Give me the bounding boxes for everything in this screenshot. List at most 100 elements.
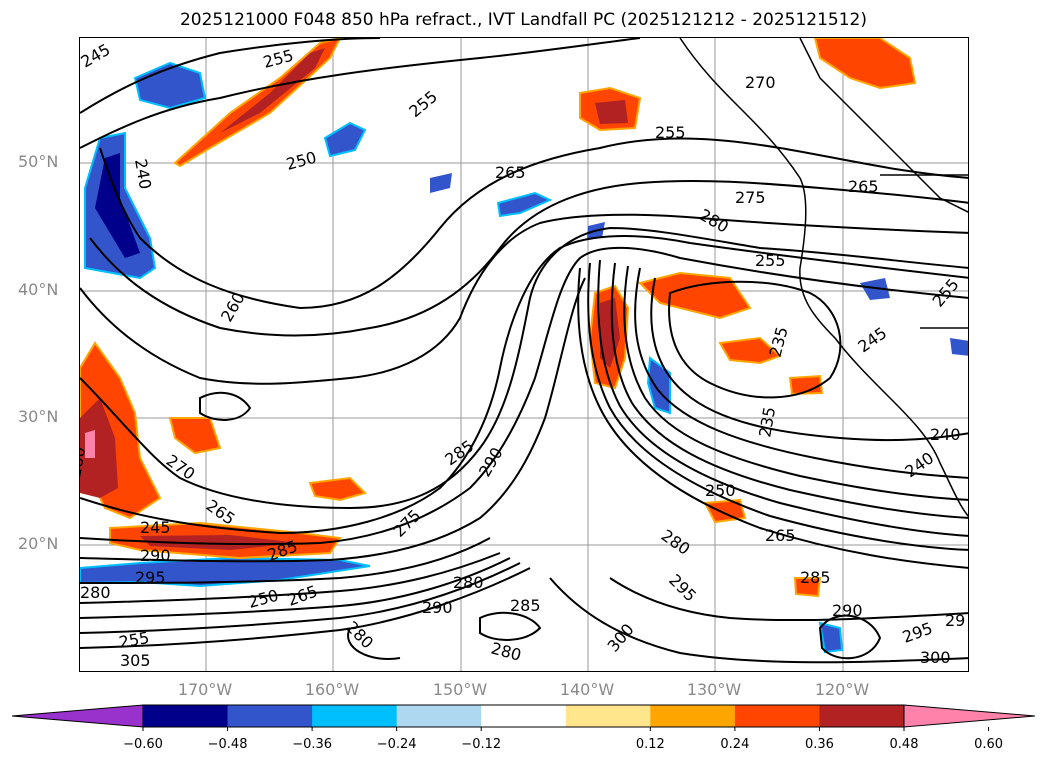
contour-label: 290 bbox=[140, 546, 171, 565]
contour-label: 295 bbox=[900, 618, 935, 646]
positive-patch bbox=[85, 430, 95, 458]
contour-line bbox=[80, 226, 968, 510]
colorbar-bin bbox=[819, 705, 905, 727]
colorbar-extend-max bbox=[903, 704, 1036, 728]
contour-label: 235 bbox=[755, 405, 779, 438]
contour-line bbox=[89, 179, 968, 337]
lon-label-150w: 150°W bbox=[432, 680, 488, 699]
negative-patch bbox=[133, 61, 207, 110]
contour-label: 305 bbox=[120, 651, 151, 670]
contour-label: 255 bbox=[117, 628, 150, 652]
map-canvas: 245 255 250 240 260 265 255 255 270 275 … bbox=[80, 38, 968, 671]
contour-label: 255 bbox=[755, 251, 786, 270]
contour-line bbox=[634, 267, 968, 479]
negative-patch bbox=[430, 173, 452, 193]
colorbar-tick-label: −0.12 bbox=[461, 737, 502, 752]
shaded-anomalies bbox=[80, 38, 968, 654]
contour-line bbox=[597, 259, 968, 537]
positive-patch bbox=[595, 100, 628, 124]
contour-label: 275 bbox=[389, 506, 424, 541]
contour-line bbox=[668, 280, 842, 399]
contour-line bbox=[99, 137, 968, 310]
contour-line bbox=[549, 577, 968, 664]
contour-line bbox=[623, 265, 968, 501]
contour-line bbox=[80, 552, 501, 604]
negative-patch bbox=[818, 621, 844, 654]
lon-label-130w: 130°W bbox=[686, 680, 742, 699]
negative-patch bbox=[950, 338, 968, 356]
contour-label: 290 bbox=[422, 598, 453, 617]
contour-label: 255 bbox=[929, 275, 963, 311]
coastline-path bbox=[799, 38, 968, 213]
colorbar-tick-label: 0.48 bbox=[889, 737, 919, 752]
contour-label: 285 bbox=[441, 436, 477, 469]
colorbar bbox=[11, 704, 1036, 731]
contour-line bbox=[587, 262, 968, 551]
lat-label-30n: 30°N bbox=[18, 407, 59, 426]
contour-label: 280 bbox=[658, 526, 694, 559]
positive-patch bbox=[168, 417, 222, 455]
contour-line bbox=[80, 213, 968, 385]
contour-label: 285 bbox=[800, 568, 831, 587]
contour-label: 250 bbox=[705, 481, 736, 500]
colorbar-bin bbox=[143, 705, 229, 727]
contour-label: 290 bbox=[832, 601, 863, 620]
lon-label-160w: 160°W bbox=[304, 680, 360, 699]
contour-label: 265 bbox=[848, 177, 879, 196]
contour-label: 285 bbox=[510, 596, 541, 615]
contour-label: 280 bbox=[342, 617, 377, 652]
colorbar-tick-label: 0.24 bbox=[720, 737, 750, 752]
negative-patch bbox=[860, 278, 890, 300]
negative-patch bbox=[646, 356, 671, 415]
contour-label: 295 bbox=[665, 570, 700, 605]
contour-line bbox=[347, 627, 401, 660]
colorbar-bin bbox=[396, 705, 482, 727]
contour-line bbox=[80, 235, 968, 535]
contour-label: 245 bbox=[80, 40, 113, 72]
contour-line bbox=[609, 577, 968, 622]
contour-line bbox=[80, 557, 511, 619]
colorbar-tick-label: −0.36 bbox=[292, 737, 333, 752]
contour-line bbox=[80, 277, 586, 563]
contour-label: 270 bbox=[163, 451, 199, 484]
contour-line bbox=[199, 391, 252, 421]
contour-line bbox=[80, 38, 641, 149]
contour-label: 265 bbox=[765, 526, 796, 545]
lat-label-20n: 20°N bbox=[18, 534, 59, 553]
contour-label: 240 bbox=[901, 448, 937, 481]
positive-patch bbox=[788, 374, 824, 396]
positive-patch bbox=[308, 476, 367, 502]
negative-patch bbox=[323, 121, 367, 158]
contour-label: 270 bbox=[745, 73, 776, 92]
contour-label: 295 bbox=[135, 568, 166, 587]
positive-patch bbox=[793, 577, 822, 598]
lon-label-140w: 140°W bbox=[559, 680, 615, 699]
colorbar-bin bbox=[481, 705, 567, 727]
contour-line bbox=[610, 262, 968, 519]
positive-patch bbox=[220, 48, 325, 133]
contour-line bbox=[80, 567, 531, 649]
contour-line bbox=[577, 267, 968, 569]
negative-patch bbox=[496, 191, 553, 218]
contour-line bbox=[80, 246, 968, 546]
contour-label: 250 bbox=[284, 148, 318, 174]
colorbar-bin bbox=[312, 705, 398, 727]
contour-label: 255 bbox=[405, 87, 441, 121]
contour-label: 245 bbox=[854, 323, 890, 356]
positive-patch bbox=[703, 498, 747, 524]
colorbar-extend-min bbox=[11, 704, 144, 728]
contour-label: 265 bbox=[285, 581, 320, 609]
positive-patch bbox=[718, 336, 782, 365]
lon-label-170w: 170°W bbox=[177, 680, 233, 699]
positive-patch bbox=[80, 398, 118, 498]
contour-label: 280 bbox=[80, 583, 111, 602]
colorbar-tick-label: 0.60 bbox=[974, 737, 1004, 752]
contour-label: 280 bbox=[489, 639, 523, 665]
colorbar-frame bbox=[142, 704, 905, 728]
contour-label: 280 bbox=[696, 205, 732, 237]
map-panel: 245 255 250 240 260 265 255 255 270 275 … bbox=[79, 37, 969, 672]
contour-label: 255 bbox=[655, 123, 686, 142]
contour-label: 250 bbox=[246, 586, 280, 612]
colorbar-bin bbox=[227, 705, 313, 727]
colorbar-tick-label: −0.48 bbox=[207, 737, 248, 752]
